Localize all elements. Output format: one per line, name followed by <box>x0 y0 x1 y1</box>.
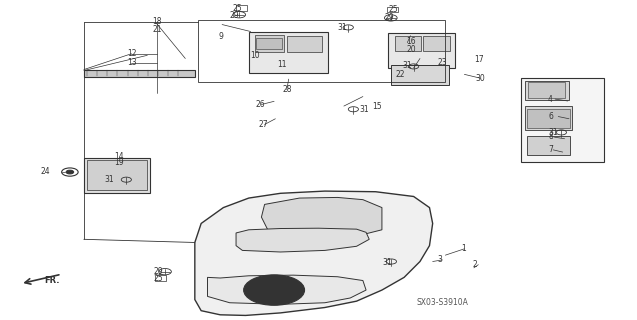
Text: 3: 3 <box>437 255 442 264</box>
Polygon shape <box>195 191 433 316</box>
Bar <box>87 160 147 190</box>
Text: 23: 23 <box>438 58 447 67</box>
Text: 20: 20 <box>406 45 416 54</box>
Text: 9: 9 <box>218 32 223 41</box>
Bar <box>155 275 166 281</box>
Text: 25: 25 <box>154 274 163 283</box>
Text: 24: 24 <box>41 167 50 176</box>
Text: 22: 22 <box>396 70 405 79</box>
Bar <box>387 7 398 12</box>
Bar <box>389 33 455 68</box>
Bar <box>255 35 283 52</box>
Bar <box>527 108 569 128</box>
Text: 31: 31 <box>104 175 114 184</box>
Text: 31: 31 <box>360 105 369 114</box>
Bar <box>84 158 150 193</box>
Text: 29: 29 <box>154 267 163 276</box>
Bar <box>391 65 448 85</box>
Bar <box>522 77 604 162</box>
Bar <box>525 81 569 100</box>
Text: 10: 10 <box>250 52 260 60</box>
Text: SX03-S3910A: SX03-S3910A <box>417 298 469 307</box>
Bar <box>423 36 450 51</box>
Text: 13: 13 <box>127 58 136 67</box>
Text: 14: 14 <box>114 152 124 161</box>
Text: 28: 28 <box>282 85 292 94</box>
Bar <box>394 36 421 51</box>
Text: 31: 31 <box>382 258 392 267</box>
Text: 31: 31 <box>402 61 412 70</box>
Text: 17: 17 <box>474 55 483 64</box>
Text: 21: 21 <box>152 25 162 34</box>
Text: 27: 27 <box>258 120 268 129</box>
Text: 12: 12 <box>127 49 136 58</box>
Bar <box>527 136 569 155</box>
Bar <box>198 20 445 82</box>
Text: 25: 25 <box>389 5 398 14</box>
Text: 29: 29 <box>385 13 394 22</box>
Text: FR.: FR. <box>45 276 60 285</box>
Text: 26: 26 <box>255 100 265 109</box>
Text: 11: 11 <box>277 60 287 69</box>
Text: 29: 29 <box>230 11 240 20</box>
Polygon shape <box>236 228 369 252</box>
Circle shape <box>244 275 304 305</box>
Text: 7: 7 <box>548 145 553 154</box>
Text: 31: 31 <box>548 128 558 137</box>
Bar <box>236 5 247 11</box>
Text: 6: 6 <box>548 112 553 121</box>
Text: 30: 30 <box>476 74 485 83</box>
Text: 4: 4 <box>548 95 553 104</box>
Text: 2: 2 <box>473 260 477 269</box>
Circle shape <box>66 170 74 174</box>
Text: 25: 25 <box>233 4 243 13</box>
Bar <box>248 32 328 73</box>
Polygon shape <box>261 197 382 238</box>
Text: 18: 18 <box>152 17 162 26</box>
Text: 15: 15 <box>373 101 382 111</box>
Bar <box>528 82 564 98</box>
Text: 1: 1 <box>461 244 466 253</box>
Bar <box>287 36 322 52</box>
Bar <box>84 69 195 76</box>
Bar <box>256 38 282 49</box>
Text: 16: 16 <box>406 37 416 46</box>
Text: 19: 19 <box>114 158 124 167</box>
Polygon shape <box>208 275 366 304</box>
Text: 8: 8 <box>548 132 553 141</box>
Bar <box>525 106 572 130</box>
Text: 31: 31 <box>338 23 347 32</box>
